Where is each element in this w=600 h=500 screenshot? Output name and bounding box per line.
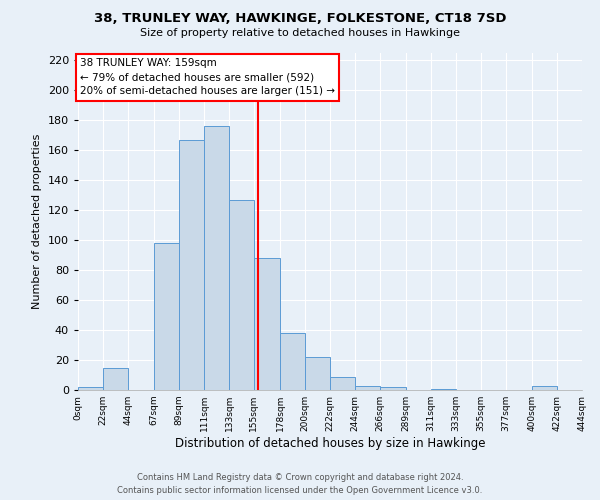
Bar [229,200,254,390]
Bar [179,140,204,390]
Bar [154,243,179,390]
Text: 38 TRUNLEY WAY: 159sqm
← 79% of detached houses are smaller (592)
20% of semi-de: 38 TRUNLEY WAY: 159sqm ← 79% of detached… [80,58,335,96]
Y-axis label: Number of detached properties: Number of detached properties [32,134,42,309]
Bar [254,258,280,390]
Text: Size of property relative to detached houses in Hawkinge: Size of property relative to detached ho… [140,28,460,38]
X-axis label: Distribution of detached houses by size in Hawkinge: Distribution of detached houses by size … [175,437,485,450]
Text: 38, TRUNLEY WAY, HAWKINGE, FOLKESTONE, CT18 7SD: 38, TRUNLEY WAY, HAWKINGE, FOLKESTONE, C… [94,12,506,26]
Bar [78,387,103,390]
Bar [103,368,128,390]
Bar [204,126,229,390]
Bar [380,387,406,390]
Bar [431,388,456,390]
Text: Contains HM Land Registry data © Crown copyright and database right 2024.
Contai: Contains HM Land Registry data © Crown c… [118,473,482,495]
Bar [280,333,305,390]
Bar [355,386,380,390]
Bar [330,376,355,390]
Bar [305,357,330,390]
Bar [532,386,557,390]
